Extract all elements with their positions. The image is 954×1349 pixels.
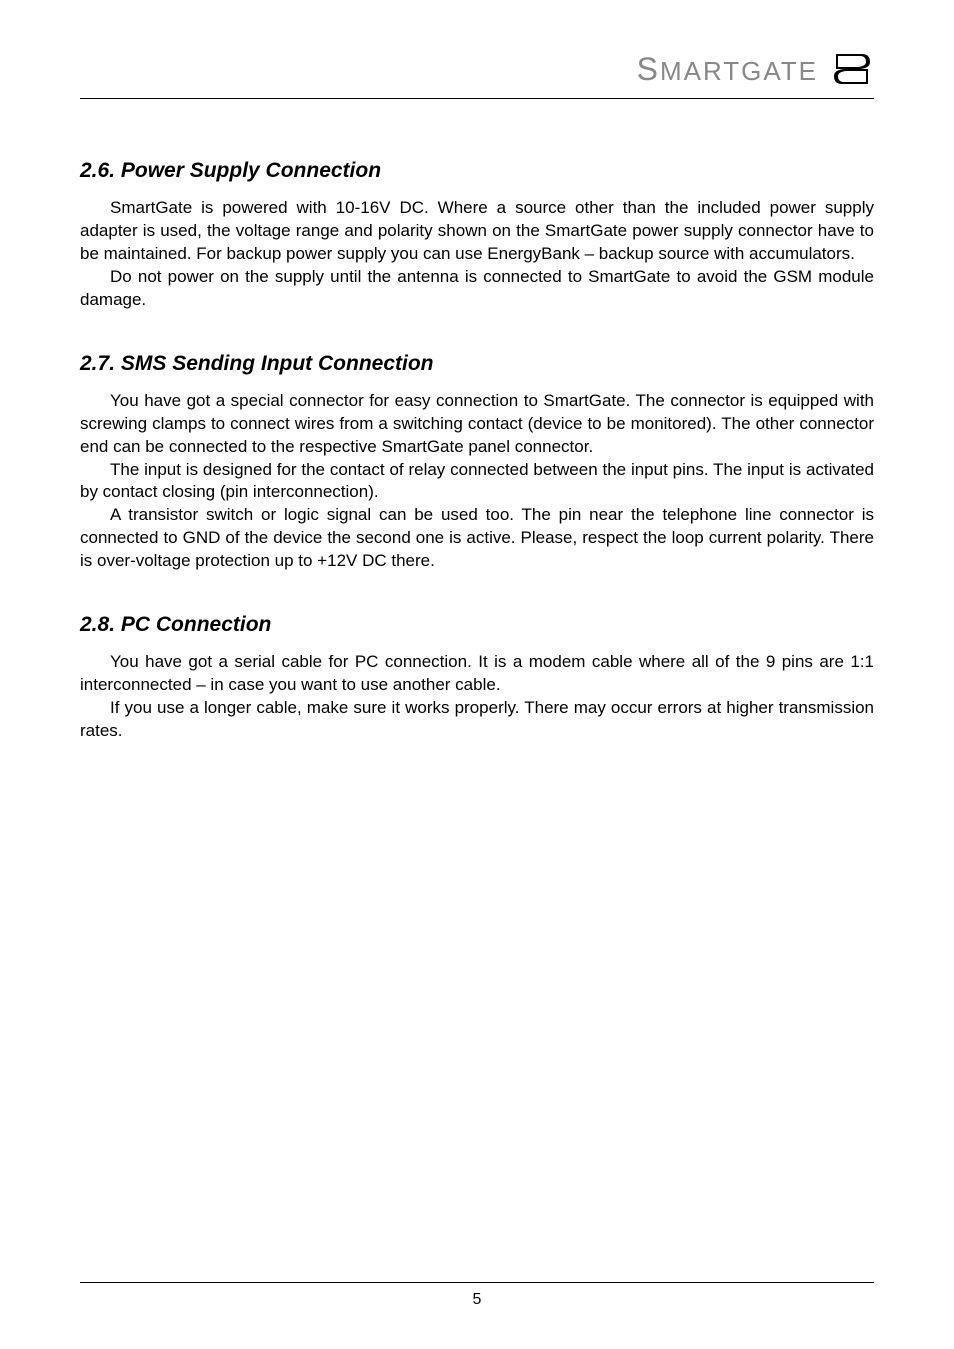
section-sms-sending: 2.7. SMS Sending Input Connection You ha… [80,352,874,574]
page-number: 5 [473,1291,482,1308]
page-header: SMARTGATE [80,50,874,99]
brand-rest: MARTGATE [660,56,818,86]
brand-logo-icon [830,50,874,88]
brand-text: SMARTGATE [637,51,818,88]
paragraph-text: SmartGate is powered with 10-16V DC. Whe… [80,197,874,266]
section-pc-connection: 2.8. PC Connection You have got a serial… [80,613,874,743]
section-heading: 2.8. PC Connection [80,613,874,637]
section-heading: 2.7. SMS Sending Input Connection [80,352,874,376]
paragraph-text: Do not power on the supply until the ant… [80,266,874,312]
paragraph-text: If you use a longer cable, make sure it … [80,697,874,743]
page-footer: 5 [80,1282,874,1309]
paragraph-text: A transistor switch or logic signal can … [80,504,874,573]
section-power-supply: 2.6. Power Supply Connection SmartGate i… [80,159,874,312]
page-container: SMARTGATE 2.6. Power Supply Connection S… [0,0,954,1349]
section-heading: 2.6. Power Supply Connection [80,159,874,183]
brand-first-letter: S [637,51,660,87]
paragraph-text: You have got a serial cable for PC conne… [80,651,874,697]
paragraph-text: The input is designed for the contact of… [80,459,874,505]
main-content: 2.6. Power Supply Connection SmartGate i… [80,99,874,743]
paragraph-text: You have got a special connector for eas… [80,390,874,459]
